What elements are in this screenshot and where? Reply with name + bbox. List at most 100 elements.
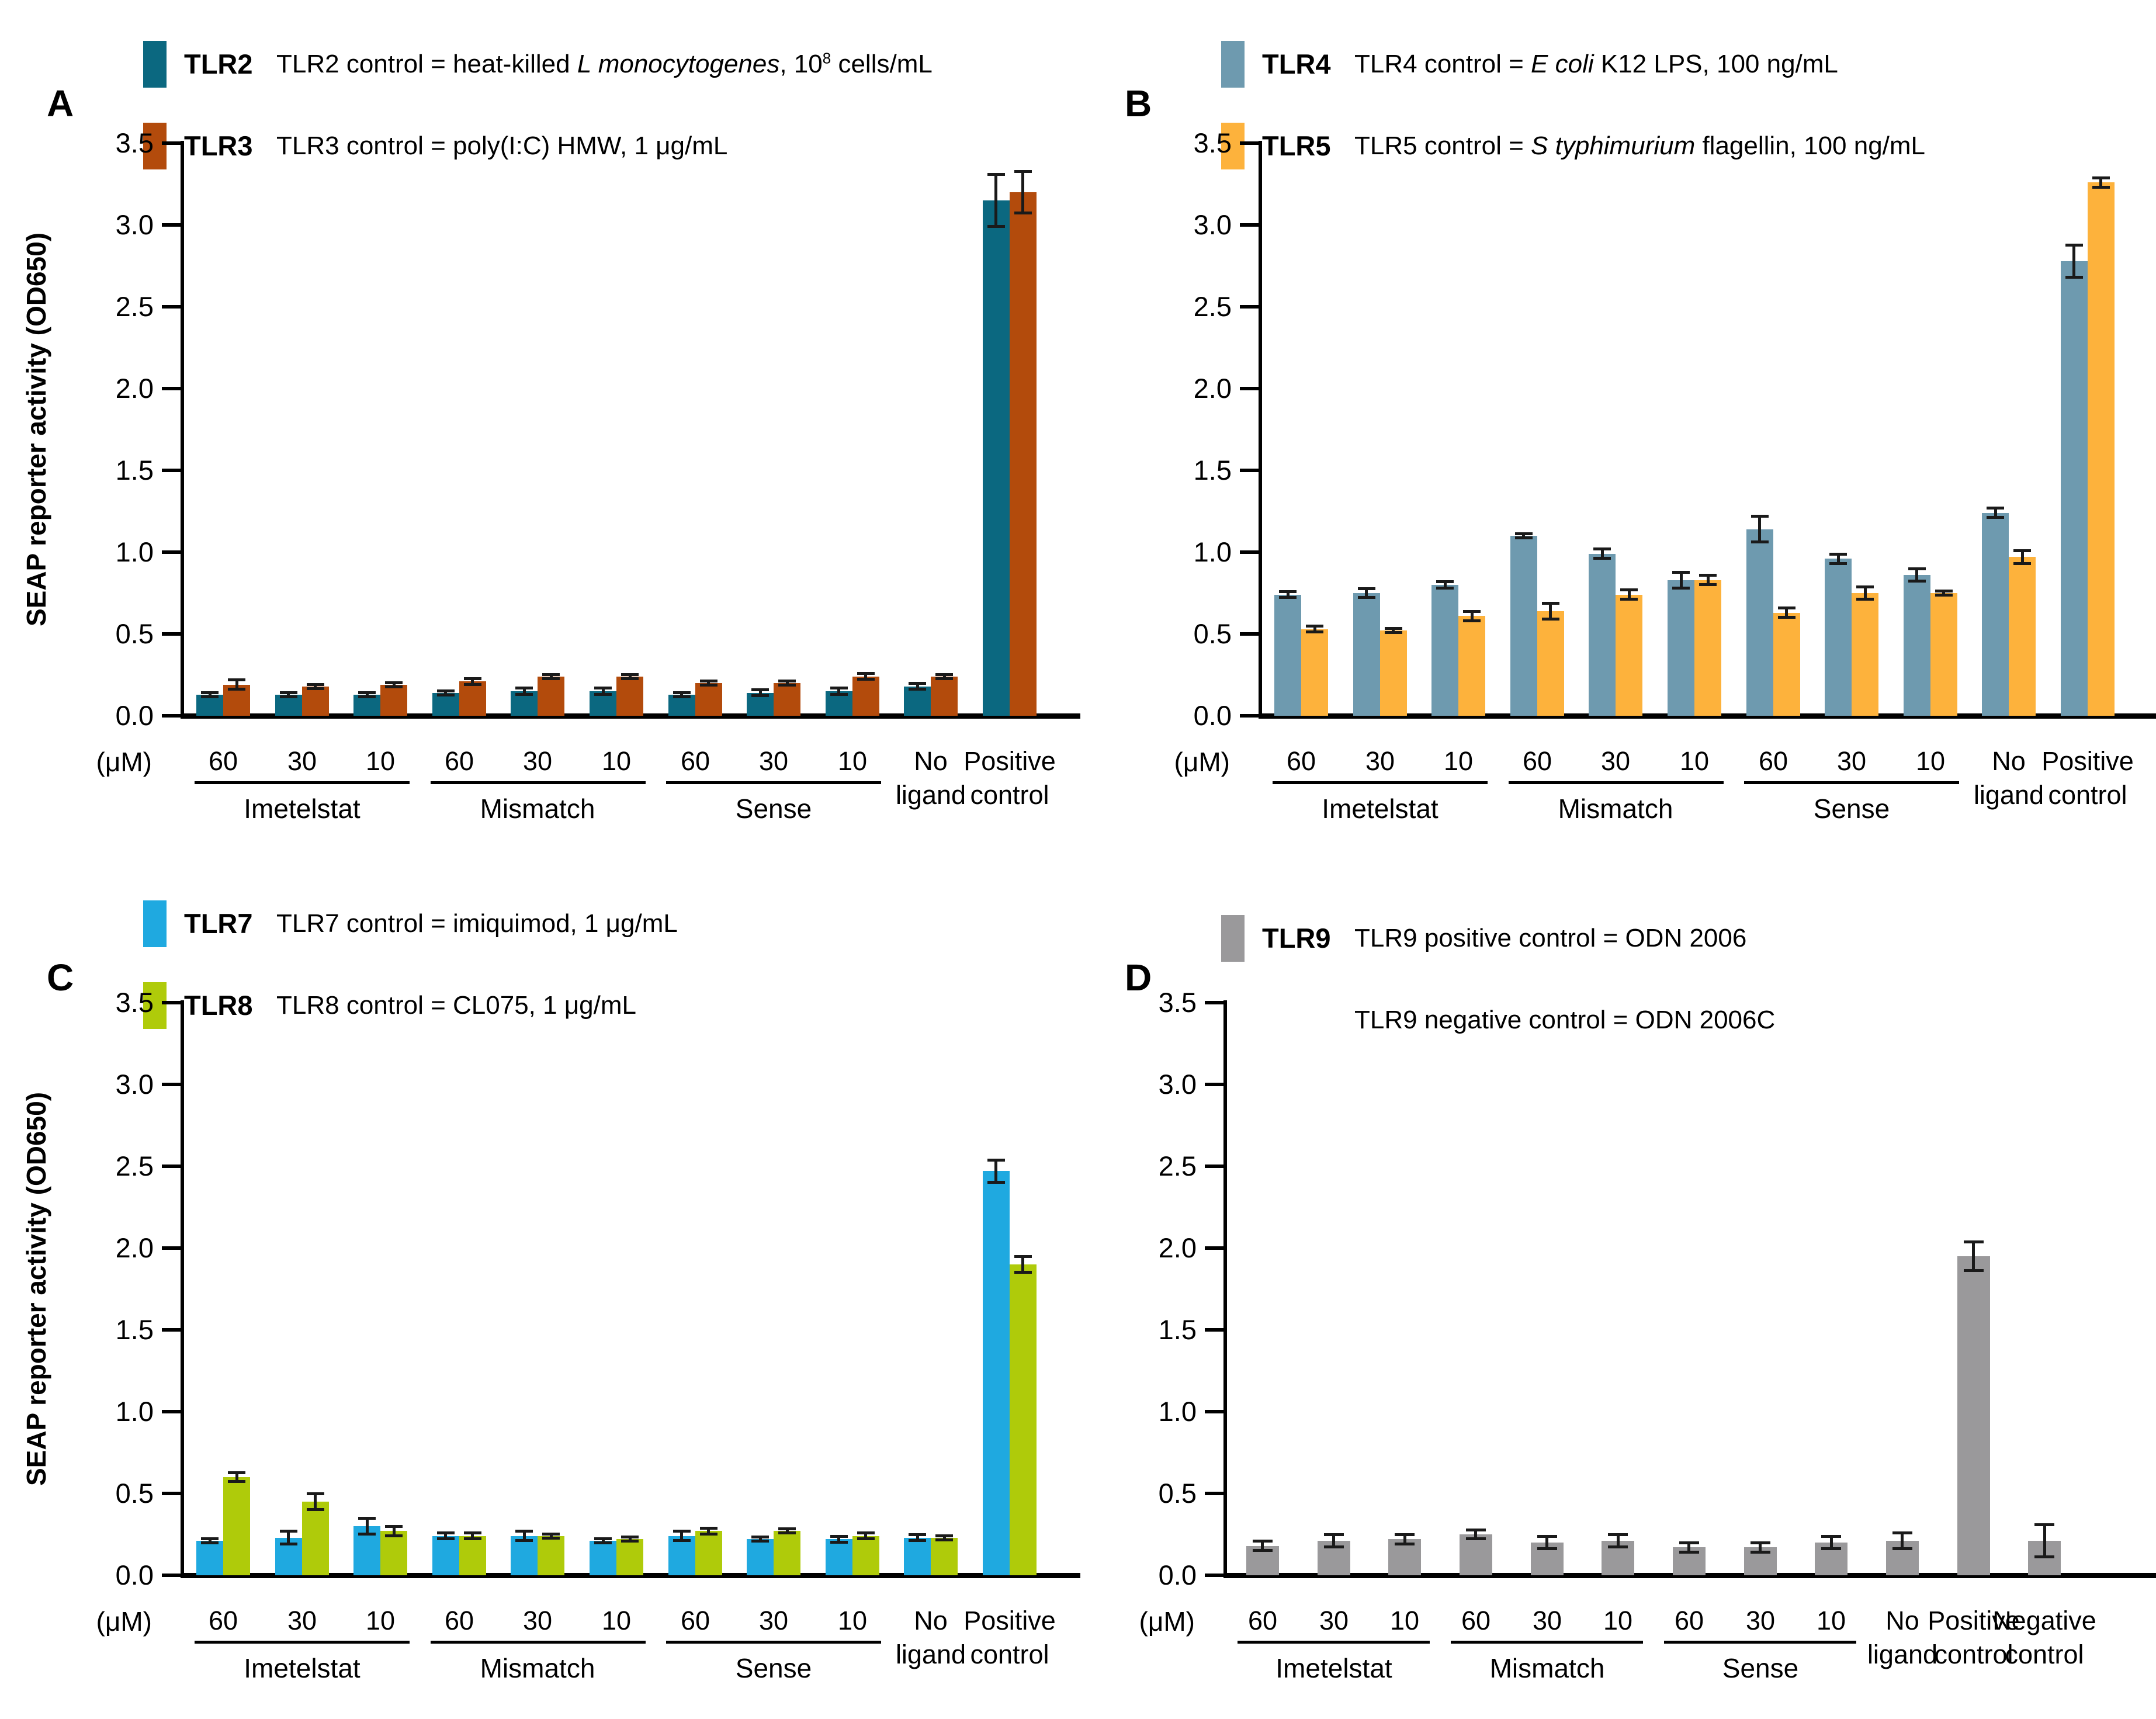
error-bar-stem (759, 689, 762, 696)
error-bar-cap-top (594, 687, 612, 689)
bar-TLR2 (353, 695, 380, 716)
error-bar-cap-bottom (1306, 630, 1323, 633)
error-bar-cap-top (1542, 602, 1559, 605)
error-bar-cap-bottom (385, 1534, 403, 1537)
legend-C: TLR7 TLR7 control = imiquimod, 1 μg/mL TLR… (0, 860, 1078, 1052)
error-bar-cap-bottom (1829, 562, 1847, 565)
y-tick-label: 3.5 (1193, 127, 1232, 158)
panel-C: C TLR7 TLR7 control = imiquimod, 1 μg/mL T… (0, 860, 1080, 1719)
error-bar-cap-bottom (1751, 540, 1769, 543)
x-category-label: No (1992, 746, 2026, 776)
bar-TLR4 (1904, 575, 1930, 716)
y-tick (162, 387, 181, 390)
x-category-label-line2: control (970, 780, 1049, 810)
x-category-label: 10 (1603, 1606, 1633, 1635)
error-bar-cap-top (1751, 515, 1769, 518)
error-bar-cap-bottom (1593, 557, 1611, 560)
bar-TLR2 (432, 693, 459, 716)
plot-C: 0.0 0.5 1.0 1.5 2.0 2.5 3.0 3.5 60 30 10 60 30 10 60 30… (0, 860, 1080, 1719)
x-category-label: Positive (1928, 1606, 2020, 1635)
bar-TLR7 (668, 1536, 695, 1575)
error-bar-cap-bottom (1542, 618, 1559, 621)
error-bar-stem (994, 1160, 997, 1183)
group-underline (195, 1641, 410, 1644)
error-bar-cap-top (1593, 547, 1611, 550)
x-category-label: 30 (522, 1606, 553, 1635)
y-tick-label: 3.0 (115, 1069, 154, 1100)
group-label: Imetelstat (1275, 1653, 1392, 1683)
panel-letter-C: C (47, 956, 74, 999)
y-tick (1240, 469, 1259, 472)
bar-TLR3 (1010, 192, 1037, 716)
x-category-label-line2: ligand (1973, 780, 2044, 810)
error-bar-stem (314, 684, 317, 689)
legend-series-label: TLR7 (184, 908, 253, 939)
group-underline (1744, 781, 1959, 784)
y-tick (1205, 1083, 1223, 1086)
bar-TLR7 (983, 1171, 1010, 1575)
error-bar-cap-bottom (2092, 186, 2110, 189)
error-bar-cap-bottom (1608, 1545, 1628, 1548)
legend-B: TLR4 TLR4 control = E coli K12 LPS, 100 n… (1078, 0, 2156, 193)
panel-B: B TLR4 TLR4 control = E coli K12 LPS, 100… (1078, 0, 2156, 860)
error-bar-stem (1915, 569, 1918, 581)
x-category-label: No (914, 1606, 948, 1635)
legend-text: , 10 (779, 50, 823, 78)
error-bar-cap-top (621, 1536, 639, 1538)
x-category-label-line2: ligand (895, 780, 966, 810)
x-category-label: 10 (601, 746, 632, 776)
legend-entry: TLR5 TLR5 control = S typhimurium flagell… (1221, 123, 2133, 172)
y-tick-label: 3.5 (115, 987, 154, 1018)
error-bar-cap-top (385, 681, 403, 684)
error-bar-cap-top (1964, 1240, 1984, 1243)
error-bar-stem (602, 688, 605, 694)
group-underline (1509, 781, 1724, 784)
panel-letter-A: A (47, 82, 74, 124)
legend-entry: TLR2 TLR2 control = heat-killed L monocyt… (143, 41, 1055, 90)
x-category-label: 10 (1679, 746, 1710, 776)
bar-TLR5 (1773, 613, 1800, 716)
error-bar-cap-top (2034, 1523, 2054, 1526)
y-tick (1205, 1246, 1223, 1250)
error-bar-stem (287, 1531, 290, 1544)
group-label: Sense (735, 793, 812, 824)
legend-description: TLR9 positive control = ODN 2006 (1354, 915, 1746, 962)
x-category-label: 60 (208, 1606, 238, 1635)
error-bar-stem (1332, 1534, 1335, 1547)
bar-TLR5 (1458, 616, 1485, 716)
error-bar-cap-top (1892, 1531, 1912, 1534)
x-category-label-line2: control (1934, 1640, 2013, 1669)
bar-TLR4 (1510, 536, 1537, 716)
error-bar-stem (1545, 1536, 1548, 1549)
error-bar-cap-bottom (464, 683, 481, 686)
error-bar-stem (864, 673, 867, 680)
error-bar-cap-top (673, 1530, 691, 1533)
x-category-label: No (914, 746, 948, 776)
error-bar-cap-top (621, 673, 639, 676)
y-tick-label: 0.5 (115, 1478, 154, 1509)
error-bar-stem (366, 692, 369, 697)
error-bar-stem (1617, 1534, 1620, 1547)
error-bar-cap-bottom (1679, 1551, 1699, 1554)
bar-TLR7 (196, 1541, 223, 1575)
error-bar-stem (837, 688, 840, 694)
error-bar-cap-bottom (280, 695, 297, 698)
error-bar-cap-bottom (1987, 516, 2004, 519)
error-bar-stem (1901, 1533, 1904, 1549)
error-bar-stem (393, 682, 396, 687)
group-label: Mismatch (480, 1653, 595, 1683)
error-bar-stem (943, 674, 946, 679)
y-tick-label: 3.5 (115, 127, 154, 158)
error-bar-cap-top (1856, 585, 1874, 588)
bar-TLR5 (1694, 580, 1721, 716)
legend-entry: TLR9 negative control = ODN 2006C (1221, 997, 2133, 1046)
error-bar-cap-top (228, 678, 245, 681)
error-bar-cap-bottom (1436, 587, 1454, 590)
error-bar-cap-top (542, 1533, 560, 1536)
bar-TLR8 (459, 1536, 486, 1575)
group-label: Sense (1813, 793, 1890, 824)
error-bar-cap-top (857, 1531, 875, 1534)
x-category-label: 10 (1389, 1606, 1420, 1635)
x-category-label: Positive (963, 746, 1056, 776)
legend-entry: TLR7 TLR7 control = imiquimod, 1 μg/mL (143, 900, 1055, 949)
